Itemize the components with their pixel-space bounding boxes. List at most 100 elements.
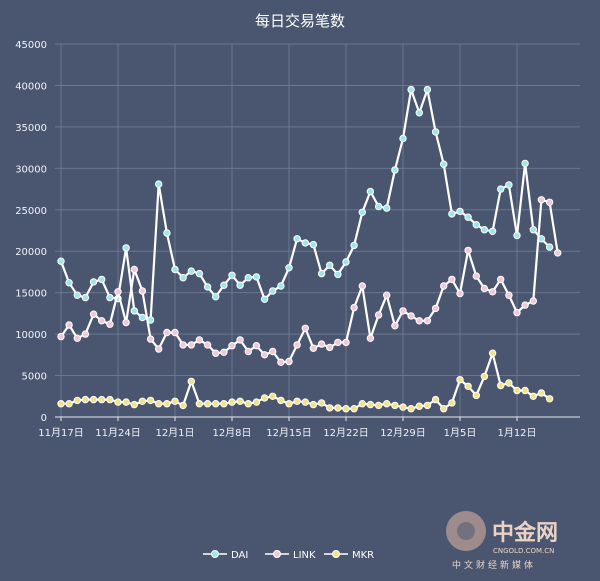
data-point-mkr xyxy=(293,397,301,405)
data-point-dai xyxy=(98,275,106,284)
data-point-dai xyxy=(358,208,366,217)
data-point-mkr xyxy=(106,395,114,404)
legend-marker-link xyxy=(273,550,281,558)
data-point-dai xyxy=(171,265,179,274)
y-tick-label: 40000 xyxy=(15,81,47,92)
data-point-dai xyxy=(179,274,187,282)
series-dai xyxy=(57,85,554,324)
data-point-link xyxy=(57,332,65,341)
data-point-dai xyxy=(277,282,285,290)
data-point-dai xyxy=(350,241,358,250)
data-point-link xyxy=(187,341,196,349)
data-point-mkr xyxy=(122,398,130,406)
data-point-dai xyxy=(464,213,472,221)
data-point-link xyxy=(163,328,171,337)
data-point-mkr xyxy=(277,396,285,405)
data-point-dai xyxy=(366,187,375,196)
data-point-link xyxy=(448,275,456,284)
data-point-link xyxy=(203,341,212,349)
data-point-link xyxy=(106,320,114,328)
data-point-dai xyxy=(212,293,220,301)
data-point-link xyxy=(171,328,179,337)
x-tick-label: 12月15日 xyxy=(266,427,311,439)
data-point-link xyxy=(65,321,73,329)
data-point-link xyxy=(440,282,448,290)
data-point-mkr xyxy=(260,394,269,402)
data-point-mkr xyxy=(326,404,334,412)
data-point-mkr xyxy=(171,397,179,405)
y-tick-label: 5000 xyxy=(22,372,47,383)
data-point-link xyxy=(374,311,383,319)
data-point-mkr xyxy=(334,404,342,412)
data-point-dai xyxy=(130,307,139,315)
data-point-link xyxy=(464,246,472,255)
data-point-link xyxy=(277,358,285,366)
data-point-mkr xyxy=(374,401,383,410)
data-point-link xyxy=(326,343,334,352)
x-tick-label: 11月24日 xyxy=(95,427,140,439)
data-point-link xyxy=(456,289,464,298)
data-point-link xyxy=(334,338,342,347)
x-tick-label: 12月29日 xyxy=(380,427,425,439)
data-point-link xyxy=(431,304,440,313)
data-point-link xyxy=(521,301,529,309)
data-point-mkr xyxy=(513,386,521,395)
data-point-link xyxy=(383,291,391,299)
legend-label-mkr: MKR xyxy=(352,550,374,561)
data-point-dai xyxy=(187,267,196,275)
data-point-mkr xyxy=(57,400,65,408)
data-point-dai xyxy=(106,293,114,302)
legend-label-dai: DAI xyxy=(231,550,248,561)
y-tick-label: 20000 xyxy=(15,247,47,258)
series xyxy=(57,85,562,413)
data-point-link xyxy=(309,344,318,352)
legend-marker-mkr xyxy=(332,550,340,558)
data-point-link xyxy=(366,334,375,342)
data-point-link xyxy=(391,322,399,330)
data-point-link xyxy=(114,288,122,296)
data-point-link xyxy=(513,308,521,317)
data-point-mkr xyxy=(366,400,375,409)
data-point-dai xyxy=(529,226,537,234)
series-line-dai xyxy=(59,88,551,322)
data-point-link xyxy=(220,348,228,356)
data-point-mkr xyxy=(497,381,505,390)
data-point-link xyxy=(252,342,261,350)
data-point-link xyxy=(497,275,505,284)
data-point-dai xyxy=(480,226,489,234)
data-point-link xyxy=(73,334,82,342)
data-point-dai xyxy=(301,239,309,247)
x-tick-label: 1月12日 xyxy=(497,427,536,439)
data-point-link xyxy=(212,349,220,357)
data-point-mkr xyxy=(81,395,90,404)
y-tick-label: 30000 xyxy=(15,164,47,175)
data-point-dai xyxy=(155,180,163,188)
y-tick-label: 15000 xyxy=(15,289,47,300)
data-point-mkr xyxy=(529,392,537,400)
data-point-dai xyxy=(383,204,391,212)
data-point-mkr xyxy=(309,400,318,409)
data-point-mkr xyxy=(285,400,293,408)
data-point-dai xyxy=(89,278,98,286)
y-tick-label: 45000 xyxy=(15,40,47,51)
data-point-mkr xyxy=(179,401,187,410)
data-point-mkr xyxy=(65,400,73,408)
data-point-mkr xyxy=(521,386,529,395)
legend-marker-dai xyxy=(211,550,219,558)
y-tick-label: 10000 xyxy=(15,330,47,341)
data-point-link xyxy=(130,265,139,274)
data-point-dai xyxy=(244,274,253,282)
data-point-link xyxy=(244,347,253,356)
data-point-dai xyxy=(138,313,147,322)
data-point-mkr xyxy=(212,400,220,408)
data-point-mkr xyxy=(114,398,122,406)
x-tick-label: 1月5日 xyxy=(444,427,477,439)
data-point-link xyxy=(293,341,301,349)
y-tick-label: 35000 xyxy=(15,123,47,134)
data-point-link xyxy=(545,198,554,207)
watermark-tagline: 中文财经新媒体 xyxy=(452,559,536,571)
series-mkr xyxy=(57,349,554,413)
legend: DAI LINK MKR xyxy=(203,550,374,561)
data-point-dai xyxy=(513,231,521,240)
